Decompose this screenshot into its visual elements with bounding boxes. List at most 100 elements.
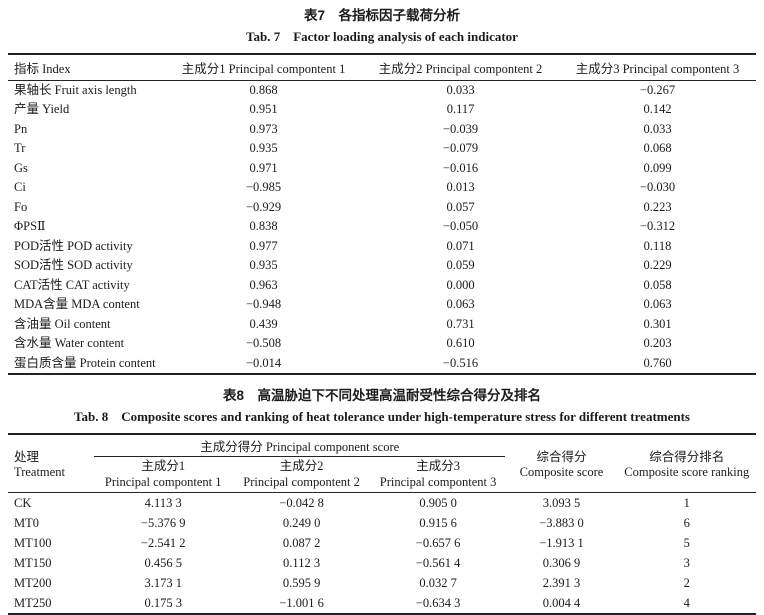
pc2-header-en: Principal compontent 2 <box>243 475 360 489</box>
pc2-value: 0.610 <box>446 336 475 350</box>
pc2-header-zh: 主成分2 <box>279 459 324 473</box>
indicator-label: Pn <box>14 121 28 136</box>
indicator-label: ΦPSⅡ <box>14 219 46 233</box>
pc1-value: 0.439 <box>249 316 278 331</box>
rank-value: 6 <box>683 515 690 530</box>
pc3-value: −0.312 <box>639 219 676 233</box>
pc1-value: −0.508 <box>245 336 282 350</box>
treatment-header-zh: 处理 <box>14 450 40 465</box>
pc3-value: 0.142 <box>643 102 672 116</box>
col-header-treatment: 处理 Treatment <box>8 434 95 493</box>
pc2-score: 0.112 3 <box>283 555 321 570</box>
pc3-value: 0.068 <box>643 141 672 155</box>
pc3-value: 0.203 <box>643 336 672 350</box>
table-row: MT100 −2.541 2 0.087 2 −0.657 6 −1.913 1 5 <box>8 533 756 553</box>
pc1-value: −0.948 <box>245 297 282 311</box>
indicator-label: Tr <box>14 141 26 155</box>
pc3-value: 0.099 <box>643 160 672 175</box>
pc1-score: 0.456 5 <box>144 555 182 570</box>
treatment-label: MT250 <box>14 595 52 610</box>
table-row: Ci −0.985 0.013 −0.030 <box>8 178 756 198</box>
pc3-value: −0.030 <box>639 180 676 194</box>
pc1-score: 4.113 3 <box>144 495 182 510</box>
composite-score: −3.883 0 <box>539 515 584 530</box>
col-header-pc3: 主成分3 Principal compontent 3 <box>370 456 506 493</box>
pc2-score: 0.249 0 <box>282 515 321 530</box>
pc2-score: 0.087 2 <box>282 535 321 550</box>
pc3-score: 0.905 0 <box>419 495 457 510</box>
composite-header-zh: 综合得分 <box>536 450 587 465</box>
pc2-value: 0.057 <box>446 199 475 214</box>
pc2-score: 0.595 9 <box>282 575 321 590</box>
table8-title-zh: 表8 高温胁迫下不同处理高温耐受性综合得分及排名 <box>222 388 541 403</box>
pc3-header-zh: 主成分3 <box>416 459 460 473</box>
indicator-label: 含水量 Water content <box>14 336 125 350</box>
col-header-pc3: 主成分3 Principal compontent 3 <box>559 54 756 81</box>
factor-loading-table: 指标 Index 主成分1 Principal compontent 1 主成分… <box>8 53 756 375</box>
pc2-score: −0.042 8 <box>279 495 324 510</box>
ranking-header-zh: 综合得分排名 <box>649 450 725 465</box>
pc2-value: 0.000 <box>446 277 475 292</box>
pc3-score: −0.657 6 <box>415 535 461 550</box>
table-row: 果轴长 Fruit axis length 0.868 0.033 −0.267 <box>8 80 756 100</box>
composite-score: −1.913 1 <box>539 535 584 550</box>
pc3-value: 0.033 <box>643 121 672 136</box>
indicator-label: MDA含量 MDA content <box>14 297 140 311</box>
indicator-label: 产量 Yield <box>14 102 70 116</box>
table-row: Gs 0.971 −0.016 0.099 <box>8 159 756 179</box>
pc2-value: 0.071 <box>446 238 475 253</box>
composite-score: 2.391 3 <box>542 575 581 590</box>
col-header-pc2: 主成分2 Principal compontent 2 <box>362 54 559 81</box>
table-row: POD活性 POD activity 0.977 0.071 0.118 <box>8 237 756 257</box>
table-row: MT250 0.175 3 −1.001 6 −0.634 3 0.004 4 4 <box>8 593 756 614</box>
table-row: CK 4.113 3 −0.042 8 0.905 0 3.093 5 1 <box>8 492 756 513</box>
composite-score: 0.004 4 <box>542 595 581 610</box>
pc3-score: 0.032 7 <box>419 575 457 590</box>
col-header-ranking: 综合得分排名 Composite score ranking <box>617 434 756 493</box>
pc2-value: 0.033 <box>446 82 475 97</box>
pc1-score: 3.173 1 <box>144 575 182 590</box>
pc1-value: 0.838 <box>249 219 278 233</box>
indicator-label: 果轴长 Fruit axis length <box>14 82 137 97</box>
table-row: MT200 3.173 1 0.595 9 0.032 7 2.391 3 2 <box>8 573 756 593</box>
treatment-header-en: Treatment <box>14 465 65 480</box>
pc3-value: 0.223 <box>643 199 672 214</box>
indicator-label: POD活性 POD activity <box>14 238 133 253</box>
pc2-score: −1.001 6 <box>279 595 324 610</box>
composite-header-en: Composite score <box>519 465 604 480</box>
table7-section: 表7 各指标因子载荷分析 Tab. 7 Factor loading analy… <box>8 7 756 375</box>
treatment-label: MT200 <box>14 575 52 590</box>
pc1-header-zh: 主成分1 <box>141 459 186 473</box>
pc2-value: 0.731 <box>446 316 475 331</box>
pc1-value: 0.963 <box>249 277 278 292</box>
pc2-value: −0.016 <box>442 160 479 175</box>
pc3-value: 0.118 <box>643 238 672 253</box>
col-header-pc1: 主成分1 Principal compontent 1 <box>94 456 233 493</box>
table-row: ΦPSⅡ 0.838 −0.050 −0.312 <box>8 217 756 237</box>
indicator-label: Ci <box>14 180 26 194</box>
table7-header-row: 指标 Index 主成分1 Principal compontent 1 主成分… <box>8 54 756 81</box>
table-row: CAT活性 CAT activity 0.963 0.000 0.058 <box>8 276 756 296</box>
table-row: Fo −0.929 0.057 0.223 <box>8 198 756 218</box>
ranking-header-en: Composite score ranking <box>624 465 750 480</box>
col-header-pc1: 主成分1 Principal compontent 1 <box>165 54 363 81</box>
table-row: 含油量 Oil content 0.439 0.731 0.301 <box>8 315 756 335</box>
table-row: MDA含量 MDA content −0.948 0.063 0.063 <box>8 295 756 315</box>
pc1-value: −0.014 <box>245 355 282 370</box>
pc1-score: 0.175 3 <box>144 595 182 610</box>
pc3-value: 0.229 <box>643 258 672 272</box>
pc1-value: 0.951 <box>249 102 278 116</box>
composite-score-table: 处理 Treatment 主成分得分 Principal component s… <box>8 433 756 615</box>
pc3-score: −0.561 4 <box>415 555 461 570</box>
pc2-value: −0.516 <box>442 355 479 370</box>
pc1-value: 0.973 <box>249 121 278 136</box>
rank-value: 5 <box>683 535 690 550</box>
indicator-label: SOD活性 SOD activity <box>14 258 133 272</box>
pc2-value: −0.079 <box>442 141 479 155</box>
pc3-value: 0.063 <box>643 297 672 311</box>
pc3-header-en: Principal compontent 3 <box>379 475 497 489</box>
treatment-label: MT0 <box>14 515 39 530</box>
pc2-value: 0.013 <box>446 180 475 194</box>
pc1-value: 0.977 <box>249 238 278 253</box>
